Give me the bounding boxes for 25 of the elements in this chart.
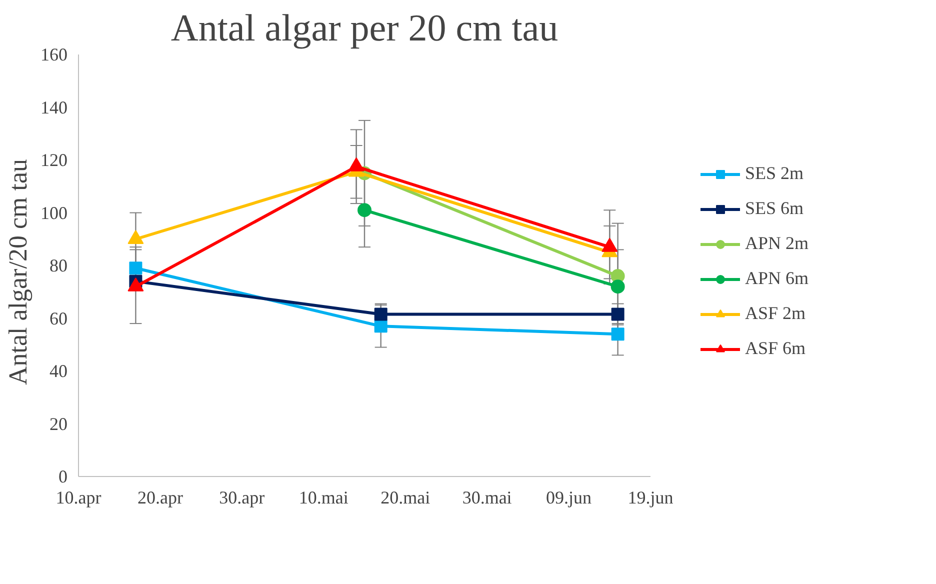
legend-label: ASF 6m xyxy=(745,338,806,359)
legend-label: SES 2m xyxy=(745,163,804,184)
x-tick-label: 30.mai xyxy=(462,488,512,508)
legend-label: SES 6m xyxy=(745,198,804,219)
y-tick-label: 20 xyxy=(50,414,68,434)
y-tick-label: 80 xyxy=(50,256,68,276)
legend-label: APN 6m xyxy=(745,268,809,289)
x-tick-label: 20.mai xyxy=(380,488,430,508)
x-tick-label: 09.jun xyxy=(546,488,592,508)
chart-title: Antal algar per 20 cm tau xyxy=(170,8,558,50)
legend-label: ASF 2m xyxy=(745,303,806,324)
y-tick-label: 160 xyxy=(40,44,68,64)
y-tick-label: 120 xyxy=(40,150,68,170)
y-axis-title: Antal algar/20 cm tau xyxy=(4,159,32,385)
legend-label: APN 2m xyxy=(745,233,809,254)
x-tick-label: 20.apr xyxy=(137,488,183,508)
y-tick-label: 140 xyxy=(40,97,68,118)
y-tick-label: 100 xyxy=(40,202,68,223)
x-tick-label: 10.apr xyxy=(56,488,102,508)
x-tick-label: 30.apr xyxy=(219,488,265,508)
x-tick-label: 10.mai xyxy=(298,488,348,508)
y-tick-label: 40 xyxy=(50,361,68,381)
y-tick-label: 0 xyxy=(58,466,68,486)
y-tick-label: 60 xyxy=(50,308,68,328)
x-tick-label: 19.jun xyxy=(628,488,674,508)
